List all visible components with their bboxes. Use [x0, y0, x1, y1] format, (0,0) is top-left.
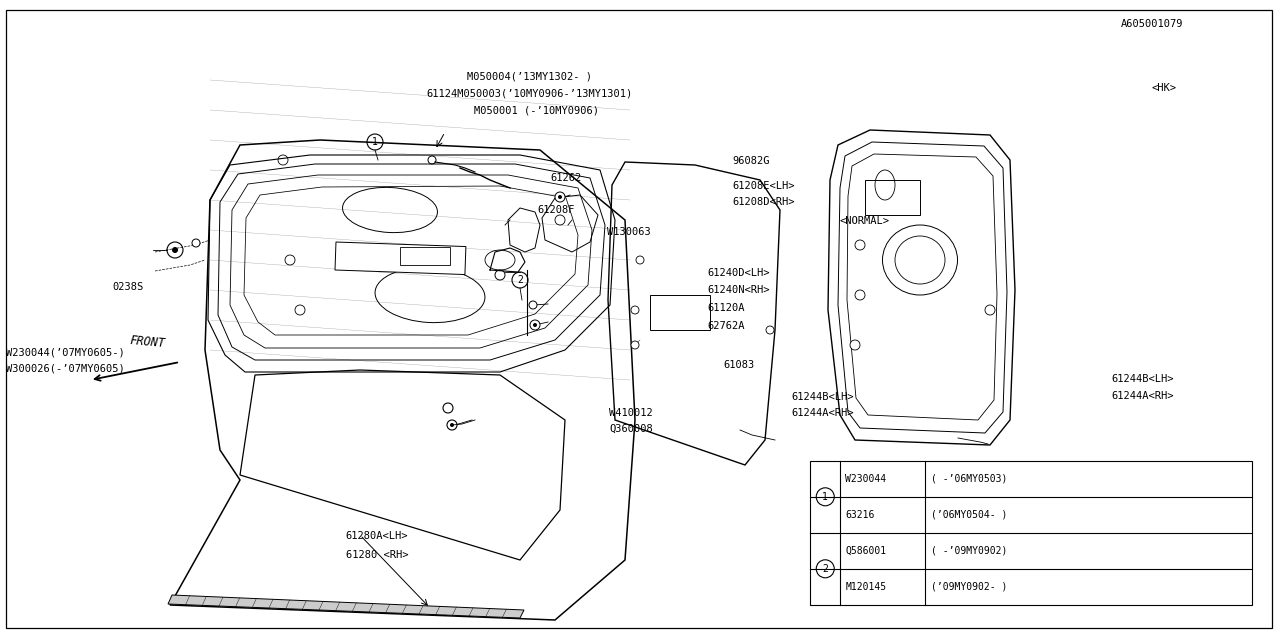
Circle shape: [631, 306, 639, 314]
Bar: [401, 247, 451, 265]
Circle shape: [530, 320, 540, 330]
Text: 61244A<RH>: 61244A<RH>: [1111, 390, 1174, 401]
Text: 61208E<LH>: 61208E<LH>: [732, 180, 795, 191]
Text: M050004(’13MY1302- ): M050004(’13MY1302- ): [467, 72, 593, 82]
Circle shape: [172, 247, 178, 253]
Text: 62762A: 62762A: [708, 321, 745, 332]
Bar: [650, 295, 710, 330]
Circle shape: [447, 420, 457, 430]
Polygon shape: [168, 595, 524, 618]
Text: 61124M050003(’10MY0906-’13MY1301): 61124M050003(’10MY0906-’13MY1301): [426, 88, 632, 99]
Text: 61244B<LH>: 61244B<LH>: [791, 392, 854, 402]
Circle shape: [636, 256, 644, 264]
Text: W230044: W230044: [845, 474, 886, 484]
Text: 1: 1: [372, 137, 378, 147]
Text: W230044(’07MY0605-): W230044(’07MY0605-): [6, 347, 125, 357]
Text: 61280 <RH>: 61280 <RH>: [346, 550, 408, 560]
Text: 61083: 61083: [723, 360, 754, 370]
Text: A605001079: A605001079: [1121, 19, 1184, 29]
Circle shape: [855, 290, 865, 300]
Text: Q360008: Q360008: [609, 424, 653, 434]
Bar: [865, 180, 920, 215]
Text: (’06MY0504- ): (’06MY0504- ): [932, 510, 1007, 520]
Circle shape: [451, 423, 454, 427]
Bar: [335, 242, 466, 275]
Text: M050001 (-’10MY0906): M050001 (-’10MY0906): [474, 105, 599, 115]
Text: 96082G: 96082G: [732, 156, 769, 166]
Text: ( -’06MY0503): ( -’06MY0503): [932, 474, 1007, 484]
Text: <NORMAL>: <NORMAL>: [840, 216, 890, 226]
Text: 2: 2: [517, 275, 524, 285]
Circle shape: [192, 239, 200, 247]
Bar: [810, 461, 1252, 605]
Text: 61280A<LH>: 61280A<LH>: [346, 531, 408, 541]
Circle shape: [631, 341, 639, 349]
Circle shape: [558, 195, 562, 199]
Circle shape: [443, 403, 453, 413]
Circle shape: [850, 340, 860, 350]
Circle shape: [529, 301, 538, 309]
Text: 61244A<RH>: 61244A<RH>: [791, 408, 854, 418]
Text: W130063: W130063: [607, 227, 650, 237]
Circle shape: [556, 192, 564, 202]
Text: 61240D<LH>: 61240D<LH>: [708, 268, 771, 278]
Text: W410012: W410012: [609, 408, 653, 418]
Text: 1: 1: [822, 492, 828, 502]
Text: ( -’09MY0902): ( -’09MY0902): [932, 546, 1007, 556]
Text: M120145: M120145: [845, 582, 886, 592]
Circle shape: [428, 156, 436, 164]
Text: 61208D<RH>: 61208D<RH>: [732, 197, 795, 207]
Text: 63216: 63216: [845, 510, 874, 520]
Text: W300026(-’07MY0605): W300026(-’07MY0605): [6, 363, 125, 373]
Text: 61262: 61262: [550, 173, 581, 183]
Text: Q586001: Q586001: [845, 546, 886, 556]
Text: 61208F: 61208F: [538, 205, 575, 215]
Circle shape: [532, 323, 538, 327]
Circle shape: [855, 240, 865, 250]
Circle shape: [986, 305, 995, 315]
Text: 0238S: 0238S: [113, 282, 143, 292]
Text: 61244B<LH>: 61244B<LH>: [1111, 374, 1174, 384]
Text: (’09MY0902- ): (’09MY0902- ): [932, 582, 1007, 592]
Text: 61240N<RH>: 61240N<RH>: [708, 285, 771, 295]
Text: FRONT: FRONT: [129, 334, 166, 350]
Circle shape: [765, 326, 774, 334]
Text: <HK>: <HK>: [1152, 83, 1178, 93]
Text: 61120A: 61120A: [708, 303, 745, 314]
Text: 2: 2: [822, 564, 828, 574]
